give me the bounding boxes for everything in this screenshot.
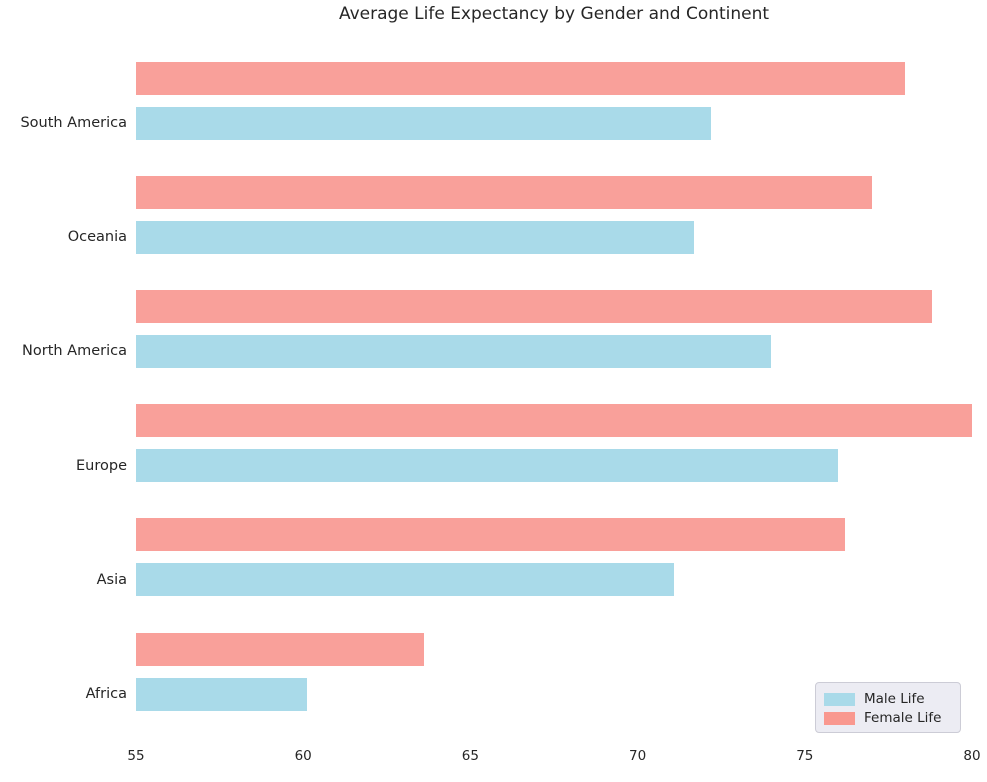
- bar-male-south-america: [136, 106, 712, 140]
- x-axis-tick-75: 75: [796, 748, 814, 764]
- x-axis-tick-60: 60: [294, 748, 312, 764]
- bar-female-europe: [136, 404, 972, 438]
- y-axis-label-south-america: South America: [20, 115, 127, 131]
- y-axis-label-africa: Africa: [85, 686, 127, 702]
- y-axis-label-europe: Europe: [76, 457, 127, 474]
- bar-male-north-america: [136, 334, 772, 368]
- legend-swatch-female-life: [824, 711, 855, 725]
- legend-item-male-life: Male Life: [824, 691, 950, 707]
- chart-title: Average Life Expectancy by Gender and Co…: [338, 4, 770, 24]
- y-axis-label-oceania: Oceania: [67, 229, 127, 246]
- bar-male-oceania: [136, 220, 695, 254]
- bar-female-oceania: [136, 175, 872, 209]
- x-axis-tick-70: 70: [629, 748, 647, 764]
- x-axis-tick-55: 55: [127, 748, 145, 764]
- legend: Male Life Female Life: [815, 682, 961, 733]
- bar-male-africa: [136, 677, 307, 711]
- bar-male-europe: [136, 449, 839, 483]
- legend-swatch-male-life: [824, 692, 855, 706]
- bar-female-africa: [136, 632, 424, 666]
- legend-item-female-life: Female Life: [824, 710, 950, 726]
- bar-male-asia: [136, 563, 675, 597]
- legend-label-male-life: Male Life: [864, 691, 925, 707]
- x-axis-tick-65: 65: [461, 748, 479, 764]
- bar-female-asia: [136, 518, 845, 552]
- y-axis-label-asia: Asia: [96, 571, 127, 588]
- plot-area: Male Life Female Life South America Oceani…: [20, 55, 981, 764]
- x-axis-tick-80: 80: [963, 748, 981, 764]
- bar-female-south-america: [136, 61, 906, 95]
- bar-female-north-america: [136, 289, 932, 323]
- y-axis-label-north-america: North America: [22, 343, 127, 360]
- legend-label-female-life: Female Life: [864, 710, 942, 726]
